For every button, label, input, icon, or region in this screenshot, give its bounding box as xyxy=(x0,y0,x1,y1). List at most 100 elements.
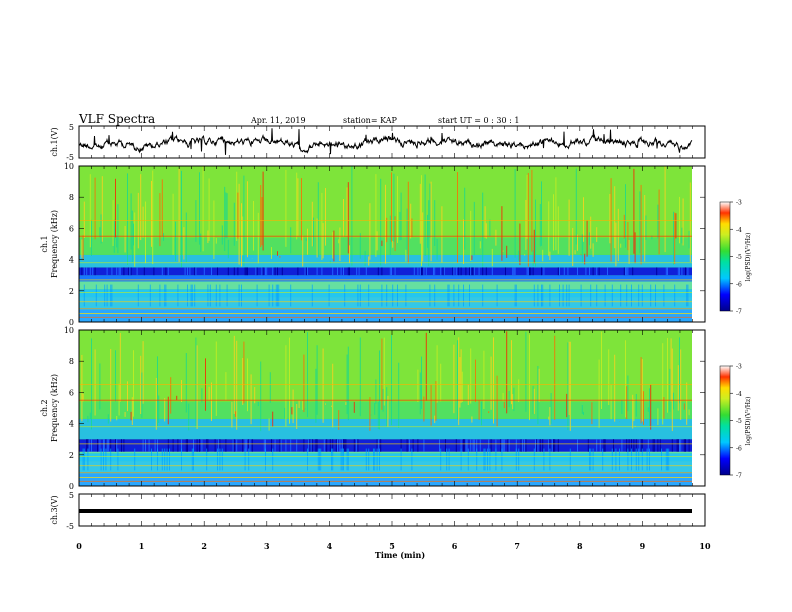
emission-streak xyxy=(663,397,665,419)
emission-streak xyxy=(399,212,401,241)
band-streak xyxy=(440,267,442,276)
emission-streak xyxy=(662,343,664,425)
band-streak xyxy=(275,284,277,307)
band-streak xyxy=(279,439,281,452)
emission-streak xyxy=(250,374,252,425)
band-streak xyxy=(256,267,258,276)
band-streak xyxy=(667,448,668,471)
band-streak xyxy=(265,267,266,276)
emission-streak xyxy=(208,178,210,241)
band-streak xyxy=(589,448,590,471)
band-streak xyxy=(110,284,112,307)
emission-streak xyxy=(145,201,146,264)
band-streak xyxy=(341,448,343,471)
band-streak xyxy=(533,448,535,471)
band-streak xyxy=(106,439,108,452)
band-streak xyxy=(118,267,120,276)
band-streak xyxy=(627,267,629,276)
band-streak xyxy=(472,439,474,452)
band-streak xyxy=(482,284,484,307)
emission-streak xyxy=(553,194,554,251)
band-streak xyxy=(219,284,221,307)
emission-streak xyxy=(682,198,684,246)
band-streak xyxy=(585,267,587,276)
emission-streak xyxy=(453,344,455,414)
band-streak xyxy=(639,439,641,452)
ch2-spectrogram-heatmap xyxy=(79,330,705,486)
band-streak xyxy=(265,439,266,452)
colorbar-tick-label: -4 xyxy=(736,227,742,234)
band-streak xyxy=(526,267,528,276)
emission-streak xyxy=(484,206,486,238)
band-streak xyxy=(514,284,516,307)
band-streak xyxy=(219,448,221,471)
emission-streak xyxy=(238,183,240,265)
band-streak xyxy=(244,448,246,471)
emission-streak xyxy=(674,212,676,265)
band-streak xyxy=(515,448,517,471)
emission-streak xyxy=(580,254,582,256)
ch1-colorbar-label: log(PSD)(V²/Hz) xyxy=(745,233,752,282)
emission-streak xyxy=(591,402,593,425)
band-streak xyxy=(128,267,130,276)
emission-streak xyxy=(331,405,332,407)
emission-streak xyxy=(157,356,158,426)
band-streak xyxy=(423,267,425,276)
emission-streak xyxy=(650,384,652,430)
band-streak xyxy=(316,439,318,452)
band-streak xyxy=(157,439,158,452)
emission-streak xyxy=(464,187,466,250)
band-streak xyxy=(596,267,598,276)
band-streak xyxy=(659,439,661,452)
emission-streak xyxy=(345,402,347,405)
band-streak xyxy=(134,448,136,471)
band-streak xyxy=(458,284,460,307)
band-streak xyxy=(677,267,679,276)
band-streak xyxy=(242,439,244,452)
band-streak xyxy=(110,439,112,452)
band-streak xyxy=(421,267,422,276)
band-streak xyxy=(663,284,665,307)
emission-streak xyxy=(370,414,372,416)
band-streak xyxy=(106,284,108,307)
band-streak xyxy=(123,267,125,276)
band-streak xyxy=(99,439,101,452)
band-streak xyxy=(357,284,359,307)
band-streak xyxy=(386,284,388,307)
ch2-spectrogram-panel: 0 2 4 6 8 10 ch.2 Frequency (kHz) xyxy=(40,326,706,491)
emission-streak xyxy=(635,393,637,417)
emission-streak xyxy=(233,335,235,414)
y-tick-label: 4 xyxy=(69,256,74,265)
colorbar-tick-label: -6 xyxy=(736,445,742,452)
band-streak xyxy=(343,439,344,452)
y-tick-label: 2 xyxy=(69,451,74,460)
band-streak xyxy=(164,284,166,307)
emission-streak xyxy=(261,197,263,246)
band-streak xyxy=(473,439,475,452)
band-streak xyxy=(406,439,408,452)
emission-streak xyxy=(235,411,236,417)
emission-streak xyxy=(347,346,349,421)
band-streak xyxy=(310,439,312,452)
emission-streak xyxy=(583,411,584,415)
ch1-spec-yticks: 0 2 4 6 8 10 xyxy=(64,162,705,327)
emission-streak xyxy=(640,357,642,424)
band-streak xyxy=(649,448,650,471)
emission-streak xyxy=(554,335,556,420)
band-streak xyxy=(479,439,481,452)
emission-streak xyxy=(501,206,503,261)
emission-streak xyxy=(389,215,391,255)
band-streak xyxy=(465,439,467,452)
emission-streak xyxy=(514,169,516,258)
emission-streak xyxy=(436,239,438,260)
ch2-colorbar-label: log(PSD)(V²/Hz) xyxy=(745,397,752,446)
band-streak xyxy=(268,284,270,307)
emission-streak xyxy=(470,348,472,404)
band-streak xyxy=(91,439,92,452)
emission-streak xyxy=(279,256,281,258)
colorbar-tick-label: -4 xyxy=(736,391,742,398)
band-streak xyxy=(548,439,550,452)
emission-streak xyxy=(211,382,212,422)
emission-streak xyxy=(269,372,271,403)
band-streak xyxy=(83,267,85,276)
